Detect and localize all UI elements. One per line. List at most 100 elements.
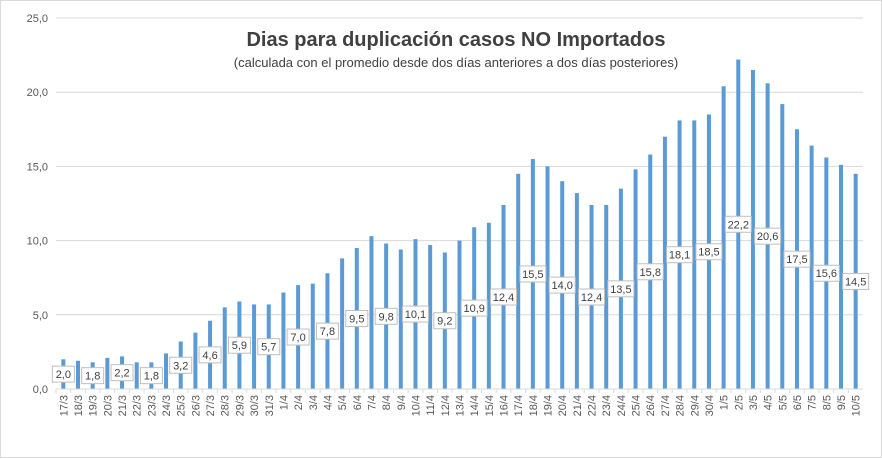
data-label-box bbox=[345, 310, 369, 328]
data-label-text: 10,1 bbox=[405, 309, 426, 321]
data-label-box bbox=[315, 322, 339, 340]
x-tick-label: 1/5 bbox=[719, 395, 731, 410]
data-label-16/4: 12,4 bbox=[490, 288, 518, 306]
x-tick-label: 27/3 bbox=[205, 395, 217, 416]
bar-20/3 bbox=[105, 357, 110, 389]
x-tick-label: 7/4 bbox=[366, 395, 378, 410]
x-tick-label: 19/3 bbox=[88, 395, 100, 416]
bar-11/4 bbox=[428, 245, 433, 389]
data-label-6/5: 17,5 bbox=[783, 250, 811, 268]
x-tick-label: 30/3 bbox=[249, 395, 261, 416]
data-label-box bbox=[374, 307, 398, 325]
x-tick-label: 26/3 bbox=[190, 395, 202, 416]
bar-18/3 bbox=[76, 360, 81, 389]
x-tick-label: 31/3 bbox=[264, 395, 276, 416]
chart-title: Dias para duplicación casos NO Importado… bbox=[246, 29, 665, 51]
data-label-box bbox=[548, 276, 576, 294]
x-axis-ticks: 17/3 18/3 19/3 20/3 21/3 22/3 23/3 24/3 25/3 26/3… bbox=[55, 389, 863, 416]
data-label-text: 3,2 bbox=[173, 360, 188, 372]
x-tick-label: 26/4 bbox=[645, 395, 657, 416]
x-tick-label: 2/4 bbox=[293, 395, 305, 410]
x-tick-label: 22/3 bbox=[132, 395, 144, 416]
x-tick-label: 25/3 bbox=[176, 395, 188, 416]
x-tick-label: 7/5 bbox=[807, 395, 819, 410]
y-tick-label: 10,0 bbox=[27, 236, 48, 248]
x-tick-label: 15/4 bbox=[484, 395, 496, 416]
x-tick-label: 12/4 bbox=[440, 395, 452, 416]
data-label-21/3: 2,2 bbox=[110, 364, 134, 382]
data-label-2/5: 22,2 bbox=[724, 215, 752, 233]
data-label-29/3: 5,9 bbox=[227, 336, 251, 354]
data-label-19/3: 1,8 bbox=[81, 367, 105, 385]
x-tick-label: 5/4 bbox=[337, 395, 349, 410]
data-label-box bbox=[666, 246, 694, 264]
data-label-box bbox=[754, 227, 782, 245]
x-tick-label: 23/3 bbox=[146, 395, 158, 416]
data-label-26/4: 15,8 bbox=[636, 263, 664, 281]
y-tick-label: 5,0 bbox=[33, 310, 48, 322]
data-label-text: 18,1 bbox=[669, 250, 690, 262]
data-label-10/5: 14,5 bbox=[842, 272, 870, 290]
bar-25/4 bbox=[633, 169, 638, 389]
data-label-text: 22,2 bbox=[728, 219, 749, 231]
data-label-text: 15,5 bbox=[522, 269, 543, 281]
x-tick-label: 16/4 bbox=[499, 395, 511, 416]
bar-3/5 bbox=[750, 69, 755, 389]
data-label-box bbox=[401, 305, 429, 323]
data-label-box bbox=[724, 215, 752, 233]
data-label-text: 7,8 bbox=[320, 326, 335, 338]
data-label-box bbox=[636, 263, 664, 281]
bar-22/3 bbox=[134, 362, 139, 389]
data-label-text: 15,6 bbox=[816, 268, 837, 280]
bar-15/4 bbox=[486, 222, 491, 389]
x-tick-label: 3/5 bbox=[748, 395, 760, 410]
x-tick-label: 28/4 bbox=[675, 395, 687, 416]
data-label-17/3: 2,0 bbox=[51, 365, 75, 383]
bar-1/5 bbox=[721, 86, 726, 389]
data-label-4/4: 7,8 bbox=[315, 322, 339, 340]
x-tick-label: 13/4 bbox=[455, 395, 467, 416]
data-label-text: 1,8 bbox=[85, 371, 100, 383]
x-tick-label: 4/4 bbox=[322, 395, 334, 410]
data-label-text: 1,8 bbox=[144, 371, 159, 383]
data-label-25/3: 3,2 bbox=[169, 356, 193, 374]
data-label-text: 9,5 bbox=[349, 314, 364, 326]
bar-26/3 bbox=[193, 332, 198, 389]
bar-21/4 bbox=[574, 193, 579, 389]
x-tick-label: 11/4 bbox=[425, 395, 437, 416]
data-label-box bbox=[578, 288, 606, 306]
x-tick-label: 9/4 bbox=[396, 395, 408, 410]
x-tick-label: 1/4 bbox=[278, 395, 290, 410]
x-tick-label: 8/5 bbox=[821, 395, 833, 410]
data-label-text: 5,7 bbox=[261, 342, 276, 354]
data-label-14/4: 10,9 bbox=[460, 299, 488, 317]
bar-5/5 bbox=[780, 104, 785, 390]
data-label-18/4: 15,5 bbox=[519, 265, 547, 283]
x-tick-label: 10/4 bbox=[410, 395, 422, 416]
data-label-text: 5,9 bbox=[232, 340, 247, 352]
data-label-box bbox=[695, 243, 723, 261]
x-tick-label: 24/3 bbox=[161, 395, 173, 416]
bar-24/3 bbox=[164, 353, 169, 389]
data-label-text: 4,6 bbox=[202, 350, 217, 362]
data-labels: 2,0 1,8 2,2 1,8 3,2 4,6 5,9 5,7 7,0 7,8 9,5 9,8 10,1… bbox=[51, 215, 870, 385]
x-tick-label: 8/4 bbox=[381, 395, 393, 410]
data-label-text: 9,2 bbox=[437, 316, 452, 328]
data-label-text: 7,0 bbox=[290, 332, 305, 344]
x-tick-label: 29/3 bbox=[234, 395, 246, 416]
data-label-text: 13,5 bbox=[610, 284, 631, 296]
data-label-box bbox=[257, 338, 281, 356]
data-label-box bbox=[812, 264, 840, 282]
x-tick-label: 4/5 bbox=[763, 395, 775, 410]
data-label-box bbox=[460, 299, 488, 317]
data-label-box bbox=[227, 336, 251, 354]
data-label-text: 18,5 bbox=[698, 247, 719, 259]
x-tick-label: 20/3 bbox=[102, 395, 114, 416]
x-tick-label: 21/3 bbox=[117, 395, 129, 416]
data-label-text: 2,0 bbox=[56, 369, 71, 381]
x-tick-label: 2/5 bbox=[733, 395, 745, 410]
data-label-6/4: 9,5 bbox=[345, 310, 369, 328]
gridlines bbox=[56, 17, 863, 316]
data-label-box bbox=[783, 250, 811, 268]
